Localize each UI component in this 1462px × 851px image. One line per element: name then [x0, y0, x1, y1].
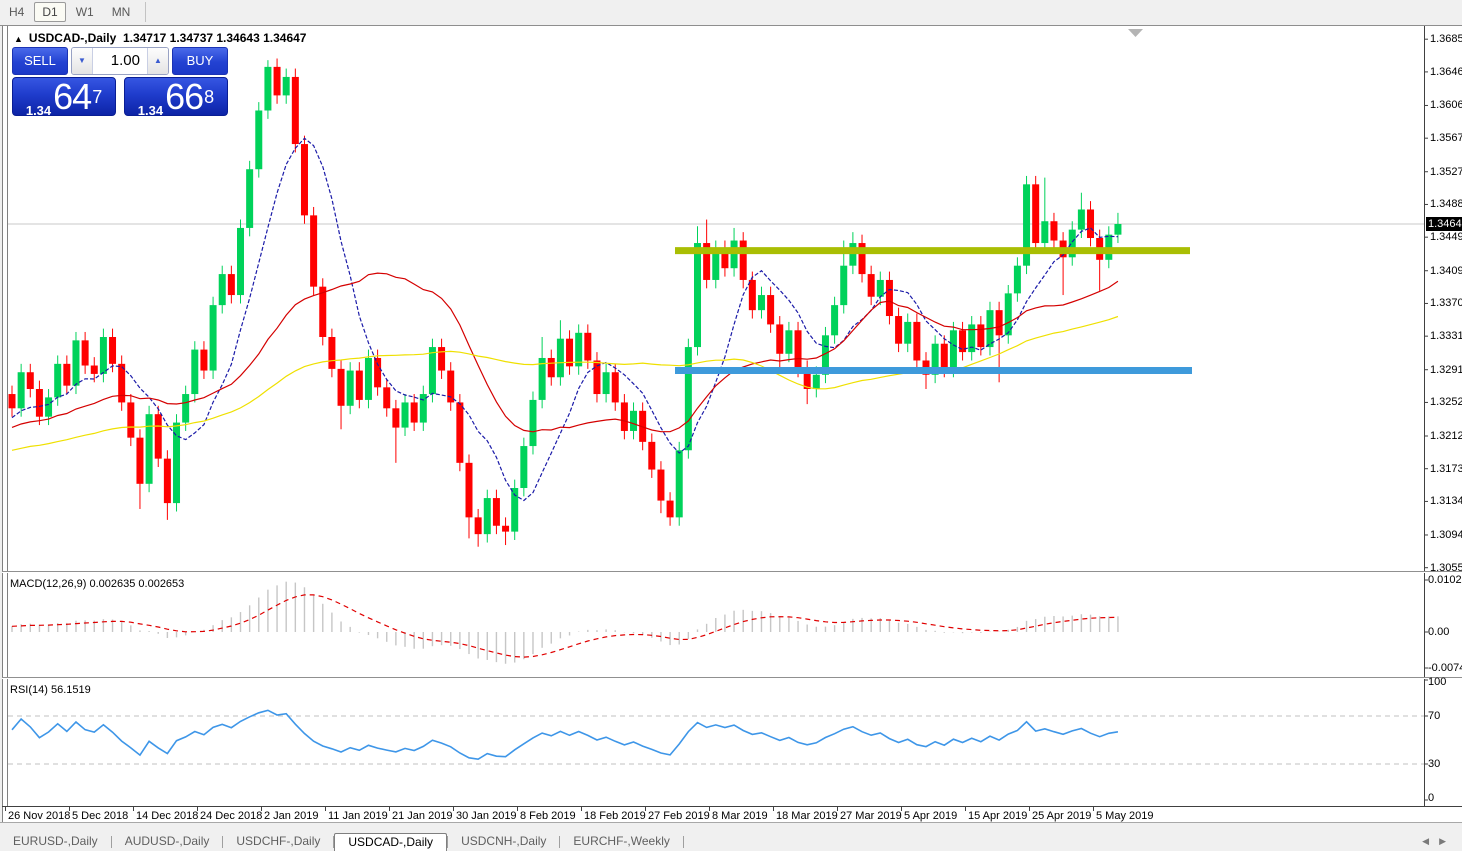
current-price-tag: 1.34647	[1426, 217, 1462, 231]
macd-tick-label: -0.00747	[1428, 662, 1462, 674]
tab-divider	[222, 836, 224, 848]
sell-price-pips: 64	[53, 76, 92, 117]
price-tick-label: 1.35670	[1430, 132, 1462, 145]
macd-signal-line	[11, 594, 1118, 658]
price-tick-label: 1.34880	[1430, 198, 1462, 211]
chart-title: ▲ USDCAD-,Daily 1.34717 1.34737 1.34643 1…	[14, 31, 306, 45]
price-tick-label: 1.32910	[1430, 363, 1462, 376]
rsi-line	[11, 709, 1119, 761]
price-tick-label: 1.34090	[1430, 264, 1462, 277]
volume-decrease-button[interactable]: ▼	[72, 48, 93, 74]
price-tick-label: 1.33310	[1430, 330, 1462, 343]
macd-tick-label: 0.00	[1428, 626, 1450, 638]
timeframe-button-h4[interactable]: H4	[9, 5, 25, 19]
tab-scroll-left-icon[interactable]: ◀	[1422, 836, 1440, 846]
date-tick-label: 30 Jan 2019	[456, 810, 517, 822]
date-tick-label: 27 Mar 2019	[840, 810, 902, 822]
tab-scroll-right-icon[interactable]: ▶	[1439, 836, 1456, 846]
date-tick-label: 27 Feb 2019	[648, 810, 710, 822]
tab-divider	[110, 836, 112, 848]
date-tick-label: 18 Feb 2019	[584, 810, 646, 822]
rsi-tick-label: 70	[1428, 710, 1441, 722]
chart-tab-usdcad[interactable]: USDCAD-,Daily	[334, 833, 448, 851]
date-tick-label: 24 Dec 2018	[200, 810, 263, 822]
price-tick-label: 1.34490	[1430, 231, 1462, 244]
timeframe-button-mn[interactable]: MN	[111, 5, 131, 19]
main-chart-pane	[8, 58, 1424, 547]
macd-label: MACD(12,26,9) 0.002635 0.002653	[10, 578, 185, 590]
one-click-trading-panel: SELL ▼ 1.00 ▲ BUY 1.34 64 7 1.34 66 8	[12, 47, 229, 118]
timeframe-button-w1[interactable]: W1	[75, 5, 94, 19]
date-tick-label: 11 Jan 2019	[328, 810, 388, 822]
chart-tab-eurchf[interactable]: EURCHF-,Weekly	[573, 834, 670, 848]
macd-tick-label: 0.010229	[1428, 574, 1462, 586]
horizontal-scrollbar[interactable]	[0, 822, 1462, 834]
chart-symbol: USDCAD-,Daily	[28, 31, 117, 45]
date-tick-label: 8 Mar 2019	[712, 810, 768, 822]
tab-scroll-arrows[interactable]: ◀▶	[1422, 836, 1456, 847]
date-tick-label: 18 Mar 2019	[776, 810, 838, 822]
chart-tab-audusd[interactable]: AUDUSD-,Daily	[124, 834, 210, 848]
sell-price-display[interactable]: 1.34 64 7	[12, 76, 117, 118]
buy-price-point: 8	[204, 87, 215, 107]
volume-control: ▼ 1.00 ▲	[71, 47, 169, 75]
candles	[8, 58, 1122, 547]
buy-price-base: 1.34	[137, 103, 164, 118]
price-tick-label: 1.32120	[1430, 429, 1462, 442]
chart-ohlc-values: 1.34717 1.34737 1.34643 1.34647	[122, 31, 307, 45]
timeframe-button-d1[interactable]: D1	[34, 2, 66, 22]
price-tick-label: 1.30940	[1430, 528, 1462, 541]
chart-tab-bar: EURUSD-,Daily AUDUSD-,Daily USDCHF-,Daily U…	[0, 833, 1462, 851]
tab-divider	[559, 836, 561, 848]
date-tick-label: 14 Dec 2018	[136, 810, 199, 822]
date-tick-label: 2 Jan 2019	[264, 810, 319, 822]
date-tick-label: 15 Apr 2019	[968, 810, 1028, 822]
date-tick-label: 21 Jan 2019	[392, 810, 453, 822]
buy-button[interactable]: BUY	[172, 47, 228, 75]
price-tick-label: 1.35270	[1430, 165, 1462, 178]
date-tick-label: 26 Nov 2018	[8, 810, 71, 822]
ma-line-fast	[11, 137, 1118, 502]
volume-input[interactable]: 1.00	[110, 52, 140, 69]
ma-line-medium	[11, 272, 1119, 433]
buy-price-display[interactable]: 1.34 66 8	[123, 76, 229, 118]
macd-pane	[11, 581, 1119, 664]
price-tick-label: 1.32520	[1430, 396, 1462, 409]
chart-tab-usdchf[interactable]: USDCHF-,Daily	[236, 834, 321, 848]
date-tick-label: 5 Apr 2019	[904, 810, 958, 822]
sell-button[interactable]: SELL	[12, 47, 68, 75]
price-tick-label: 1.33700	[1430, 297, 1462, 310]
chart-shift-marker-icon	[1128, 29, 1143, 37]
rsi-pane	[8, 709, 1424, 765]
chart-tab-eurusd[interactable]: EURUSD-,Daily	[13, 834, 98, 848]
date-tick-label: 8 Feb 2019	[520, 810, 576, 822]
rsi-tick-label: 100	[1428, 676, 1447, 688]
timeframe-toolbar: H4 D1 W1 MN	[0, 0, 1462, 26]
buy-price-pips: 66	[165, 76, 204, 117]
price-tick-label: 1.36460	[1430, 65, 1462, 78]
rsi-tick-label: 0	[1428, 792, 1435, 804]
chart-window	[2, 26, 1462, 822]
chart-tab-usdcnh[interactable]: USDCNH-,Daily	[461, 834, 547, 848]
tab-divider	[682, 836, 684, 848]
price-tick-label: 1.31340	[1430, 495, 1462, 508]
collapse-triangle-icon[interactable]: ▲	[14, 34, 23, 44]
toolbar-separator	[145, 2, 147, 22]
date-tick-label: 25 Apr 2019	[1032, 810, 1092, 822]
sell-price-base: 1.34	[25, 103, 52, 118]
price-tick-label: 1.36060	[1430, 99, 1462, 112]
rsi-label: RSI(14) 56.1519	[10, 684, 91, 696]
tab-divider	[333, 836, 335, 848]
price-tick-label: 1.31730	[1430, 462, 1462, 475]
price-tick-label: 1.36850	[1430, 33, 1462, 46]
rsi-tick-label: 30	[1428, 758, 1441, 770]
tab-divider	[447, 836, 449, 848]
date-tick-label: 5 Dec 2018	[72, 810, 129, 822]
date-tick-label: 5 May 2019	[1096, 810, 1154, 822]
volume-increase-button[interactable]: ▲	[147, 48, 168, 74]
sell-price-point: 7	[92, 87, 103, 107]
